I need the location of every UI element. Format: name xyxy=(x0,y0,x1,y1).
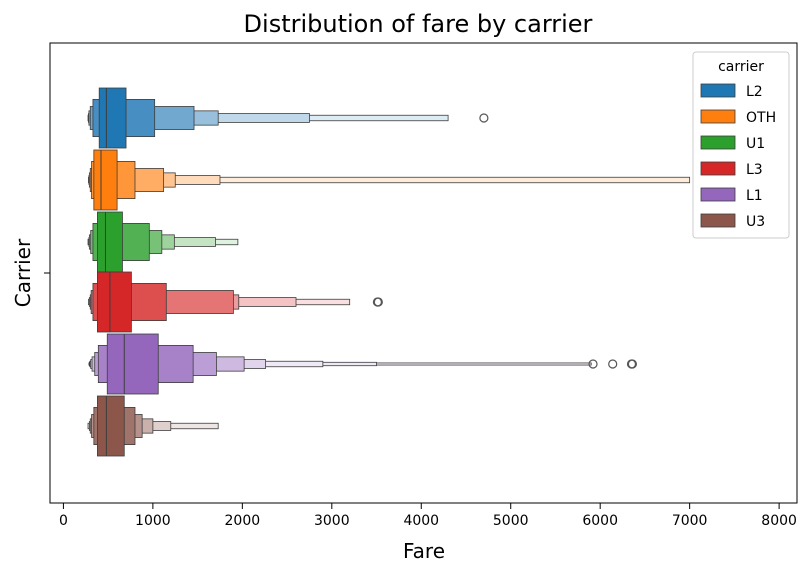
x-tick-label: 6000 xyxy=(582,513,618,529)
legend-label-oth: OTH xyxy=(746,110,776,126)
boxen-series-l2 xyxy=(87,87,489,149)
boxen-series-u1 xyxy=(87,211,239,273)
legend-label-l1: L1 xyxy=(746,188,763,204)
x-tick-label: 5000 xyxy=(493,513,529,529)
boxen-level-oth xyxy=(93,149,118,211)
outlier-point-l1 xyxy=(588,359,598,369)
x-tick-label: 0 xyxy=(59,513,68,529)
x-tick-label: 8000 xyxy=(761,513,797,529)
legend-swatch-oth xyxy=(700,109,736,124)
boxen-level-l2 xyxy=(98,87,127,149)
legend: carrier L2 OTH U1 L3 L1 U3 xyxy=(692,51,790,239)
boxen-series-oth xyxy=(88,149,691,211)
legend-swatch-l3 xyxy=(700,161,736,176)
boxen-series-group xyxy=(87,87,691,457)
boxen-level-l3 xyxy=(97,271,132,333)
legend-label-u3: U3 xyxy=(746,214,765,230)
legend-swatch-u1 xyxy=(700,135,736,150)
x-axis-label: Fare xyxy=(403,539,445,563)
x-tick-label: 4000 xyxy=(403,513,439,529)
legend-title: carrier xyxy=(718,59,764,75)
chart-title: Distribution of fare by carrier xyxy=(244,10,593,38)
boxen-level-u1 xyxy=(97,211,123,273)
legend-label-u1: U1 xyxy=(746,136,765,152)
boxen-level-u3 xyxy=(97,395,125,457)
outlier-point-l1 xyxy=(608,359,618,369)
x-axis: 0 1000 2000 3000 4000 5000 6000 7000 8000 xyxy=(59,503,797,529)
legend-label-l3: L3 xyxy=(746,162,763,178)
boxen-series-l3 xyxy=(88,271,383,333)
legend-label-l2: L2 xyxy=(746,84,763,100)
outlier-point-l2 xyxy=(479,113,489,123)
x-tick-label: 3000 xyxy=(314,513,350,529)
boxen-level-l1 xyxy=(106,333,159,395)
outlier-point-l3 xyxy=(373,297,383,307)
boxen-level-oth xyxy=(88,176,691,184)
outlier-point-l1 xyxy=(627,359,637,369)
legend-swatch-l2 xyxy=(700,83,736,98)
legend-swatch-u3 xyxy=(700,213,736,228)
x-tick-label: 2000 xyxy=(225,513,261,529)
legend-items: L2 OTH U1 L3 L1 U3 xyxy=(700,83,776,230)
boxen-series-l1 xyxy=(88,333,637,395)
boxen-series-u3 xyxy=(87,395,219,457)
x-tick-label: 7000 xyxy=(672,513,708,529)
y-axis-label: Carrier xyxy=(11,238,35,307)
x-tick-label: 1000 xyxy=(135,513,171,529)
legend-swatch-l1 xyxy=(700,187,736,202)
